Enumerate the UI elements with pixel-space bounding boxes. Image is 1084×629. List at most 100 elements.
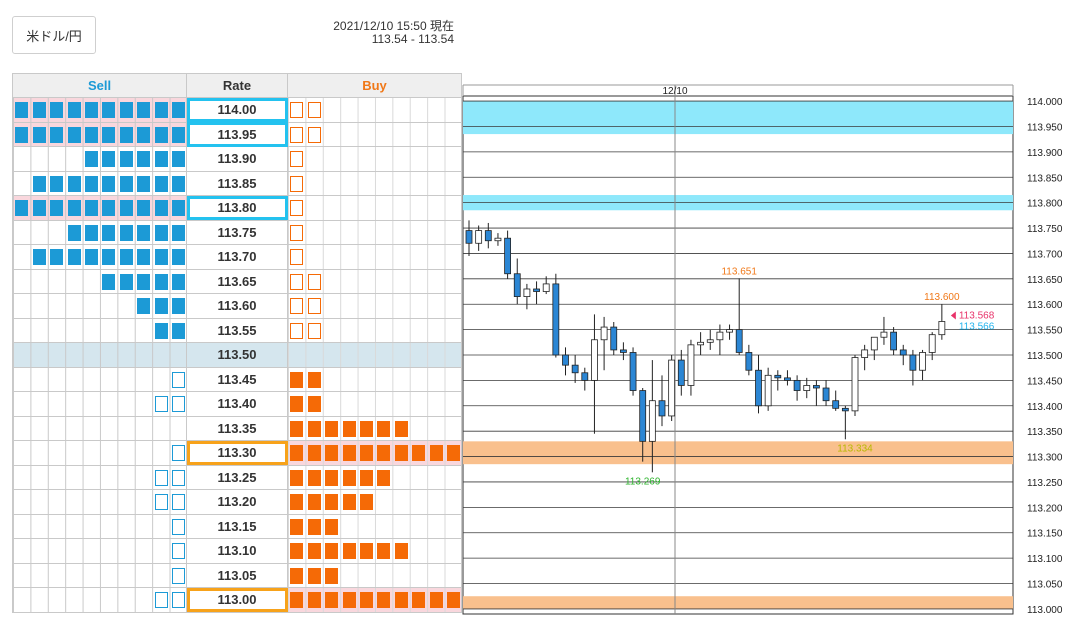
buy-order-block-outline [307,273,321,290]
buy-depth-cell[interactable] [287,513,462,539]
buy-depth-cell[interactable] [287,489,462,515]
sell-order-block [137,151,151,167]
buy-depth-cell[interactable] [287,464,462,490]
candle-up [803,385,811,391]
rate-cell[interactable]: 113.90 [186,146,288,172]
rate-cell[interactable]: 113.45 [186,366,288,392]
buy-depth-cell[interactable] [287,244,462,270]
buy-order-block [290,469,304,486]
sell-depth-cell[interactable] [12,342,187,368]
sell-depth-cell[interactable] [12,440,187,466]
sell-depth-cell[interactable] [12,268,187,294]
buy-order-block [377,592,391,608]
buy-depth-cell[interactable] [287,562,462,588]
buy-order-block [360,494,373,510]
sell-depth-cell[interactable] [12,366,187,392]
sell-depth-cell[interactable] [12,562,187,588]
buy-depth-cell[interactable] [287,268,462,294]
buy-order-block [325,469,339,486]
buy-depth-cell[interactable] [287,195,462,221]
rate-cell[interactable]: 113.85 [186,170,288,196]
buy-depth-cell[interactable] [287,146,462,172]
sell-depth-cell[interactable] [12,195,187,221]
rate-cell[interactable]: 113.05 [186,562,288,588]
candle-up [870,336,878,351]
sell-depth-cell[interactable] [12,317,187,343]
y-tick-label: 113.050 [1027,580,1063,591]
sell-depth-cell[interactable] [12,538,187,564]
order-book-row: 113.65 [12,268,462,294]
buy-order-block [377,445,391,461]
buy-depth-cell[interactable] [287,121,462,147]
sell-depth-cell[interactable] [12,170,187,196]
buy-order-block [290,518,304,535]
buy-depth-cell[interactable] [287,342,462,368]
buy-depth-cell[interactable] [287,170,462,196]
sell-depth-cell[interactable] [12,146,187,172]
sell-order-block [137,175,151,192]
rate-cell[interactable]: 113.35 [186,415,288,441]
candle-down [610,326,618,351]
buy-depth-cell[interactable] [287,391,462,417]
y-tick-label: 113.000 [1027,605,1063,616]
buy-depth-cell[interactable] [287,440,462,466]
candle-up [475,230,483,244]
buy-depth-cell[interactable] [287,317,462,343]
rate-cell[interactable]: 113.50 [186,342,288,368]
sell-order-block [154,102,168,118]
order-book-row: 113.35 [12,415,462,441]
rate-cell[interactable]: 113.70 [186,244,288,270]
rate-cell[interactable]: 113.95 [186,121,288,147]
rate-cell[interactable]: 113.10 [186,538,288,564]
buy-order-block [290,420,304,437]
sell-depth-cell[interactable] [12,415,187,441]
rate-cell[interactable]: 113.40 [186,391,288,417]
currency-pair-button[interactable]: 米ドル/円 [12,16,96,54]
buy-order-block [307,469,321,486]
buy-depth-cell[interactable] [287,366,462,392]
candle-up [851,357,859,412]
sell-order-block [119,200,133,216]
quote-info: 2021/12/10 15:50 現在 113.54 - 113.54 [300,20,454,46]
sell-depth-cell[interactable] [12,293,187,319]
rate-cell[interactable]: 113.75 [186,219,288,245]
rate-cell[interactable]: 113.80 [186,195,288,221]
sell-order-block [50,175,64,192]
buy-depth-cell[interactable] [287,293,462,319]
sell-depth-cell[interactable] [12,513,187,539]
rate-cell[interactable]: 113.65 [186,268,288,294]
buy-depth-cell[interactable] [287,538,462,564]
rate-cell[interactable]: 113.00 [186,587,288,613]
sell-order-block [119,249,133,265]
sell-depth-cell[interactable] [12,489,187,515]
rate-cell[interactable]: 113.30 [186,440,288,466]
rate-cell[interactable]: 113.55 [186,317,288,343]
sell-depth-cell[interactable] [12,121,187,147]
sell-depth-cell[interactable] [12,391,187,417]
rate-cell[interactable]: 113.25 [186,464,288,490]
price-chart[interactable]: 114.000 113.950 113.900 113.850 113.800 113.7… [460,84,1080,620]
sell-depth-cell[interactable] [12,97,187,123]
sell-depth-cell[interactable] [12,464,187,490]
buy-order-block [429,445,443,461]
date-label: 12/10 [662,86,687,97]
buy-depth-cell[interactable] [287,219,462,245]
buy-depth-cell[interactable] [287,97,462,123]
candle-up [938,321,946,336]
candle-up [494,237,502,242]
rate-cell[interactable]: 113.15 [186,513,288,539]
buy-depth-cell[interactable] [287,587,462,613]
rate-cell[interactable]: 113.20 [186,489,288,515]
sell-order-block [137,200,151,216]
sell-depth-cell[interactable] [12,587,187,613]
candle-down [899,349,907,356]
sell-depth-cell[interactable] [12,219,187,245]
buy-order-block-outline [290,102,304,118]
rate-cell[interactable]: 113.60 [186,293,288,319]
sell-order-block [154,224,168,241]
buy-depth-cell[interactable] [287,415,462,441]
buy-order-block-outline [290,298,304,314]
sell-order-block [85,102,98,118]
sell-depth-cell[interactable] [12,244,187,270]
rate-cell[interactable]: 114.00 [186,97,288,123]
